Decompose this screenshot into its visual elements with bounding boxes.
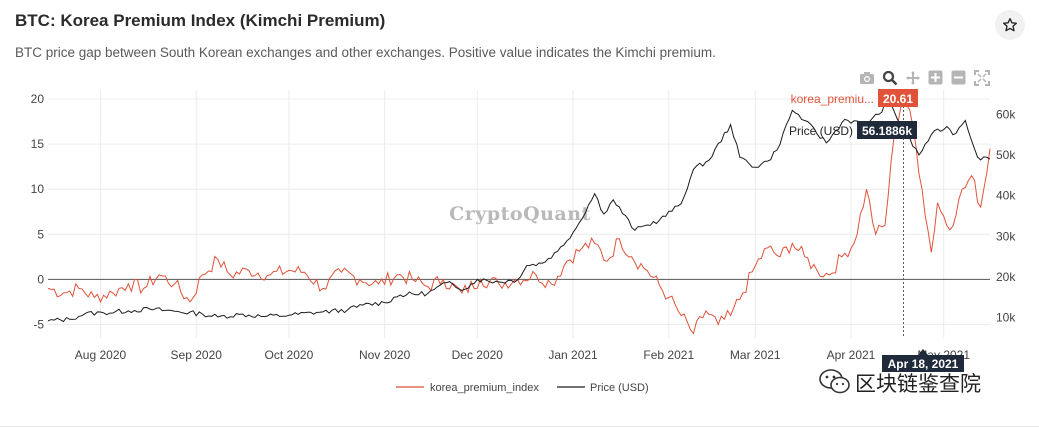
y-left-tick-label: 20 (31, 92, 45, 106)
legend-price-label: Price (USD) (590, 382, 649, 394)
camera-icon (859, 71, 874, 84)
x-tick-label: Apr 2021 (827, 348, 876, 362)
autoscale-button[interactable] (973, 69, 990, 86)
y-right-tick-label: 50k (996, 148, 1016, 162)
zoom-in-icon (928, 70, 943, 85)
y-left-tick-label: 5 (37, 227, 44, 241)
series-layer (47, 93, 991, 335)
x-tick-label: Feb 2021 (643, 348, 694, 362)
premium-hover-label: korea_premiu... 20.61 (791, 89, 918, 107)
chart-subtitle: BTC price gap between South Korean excha… (15, 45, 716, 60)
y-left-tick-label: 15 (31, 137, 45, 151)
axis-layer: Aug 2020 Sep 2020 Oct 2020 Nov 2020 Dec 2020… (31, 92, 1017, 362)
y-right-tick-label: 10k (996, 311, 1016, 325)
legend: korea_premium_index Price (USD) (396, 382, 649, 394)
x-tick-label: Aug 2020 (75, 348, 127, 362)
price-series-line (47, 99, 991, 323)
download-button[interactable] (858, 69, 875, 86)
zoom-out-button[interactable] (950, 69, 967, 86)
x-tick-label: Nov 2020 (359, 348, 411, 362)
x-tick-label: Sep 2020 (171, 348, 223, 362)
premium-hover-value: 20.61 (883, 92, 913, 106)
x-tick-label: Dec 2020 (452, 348, 504, 362)
premium-hover-box (878, 89, 918, 107)
favorite-button[interactable] (995, 10, 1025, 40)
hover-layer: korea_premiu... 20.61 Price (USD) 56.188… (789, 89, 964, 372)
y-left-tick-label: -5 (33, 317, 44, 331)
y-left-tick-label: 10 (31, 182, 45, 196)
premium-series-line (47, 93, 991, 335)
y-right-tick-label: 20k (996, 270, 1016, 284)
premium-hover-name: korea_premiu... (791, 92, 874, 106)
zoom-in-button[interactable] (927, 69, 944, 86)
pan-icon (905, 70, 920, 85)
y-right-tick-label: 60k (996, 107, 1016, 121)
legend-premium-label: korea_premium_index (430, 382, 539, 394)
chart-title: BTC: Korea Premium Index (Kimchi Premium… (15, 11, 386, 30)
price-hover-box (857, 121, 917, 139)
price-hover-value: 56.1886k (862, 124, 912, 138)
x-tick-label: Oct 2020 (265, 348, 314, 362)
zoom-out-icon (951, 70, 966, 85)
cryptoquant-watermark: CryptoQuant (449, 203, 591, 225)
star-icon (1003, 18, 1017, 32)
account-name: 区块链鉴查院 (855, 372, 981, 396)
autoscale-icon (973, 69, 990, 86)
price-hover-label: Price (USD) 56.1886k (789, 121, 917, 139)
grid-layer (48, 90, 990, 338)
y-left-tick-label: 0 (37, 272, 44, 286)
price-hover-name: Price (USD) (789, 124, 853, 138)
y-right-tick-label: 30k (996, 229, 1016, 243)
pan-button[interactable] (904, 69, 921, 86)
x-tick-label: Mar 2021 (730, 348, 781, 362)
y-right-tick-label: 40k (996, 189, 1016, 203)
x-tick-label: Jan 2021 (548, 348, 598, 362)
zoom-icon (882, 70, 897, 85)
wechat-badge (818, 368, 852, 401)
chart-modebar (858, 69, 990, 86)
wechat-icon (819, 369, 850, 394)
zoom-button[interactable] (881, 69, 898, 86)
x-tick-label: May 2021 (917, 348, 970, 362)
